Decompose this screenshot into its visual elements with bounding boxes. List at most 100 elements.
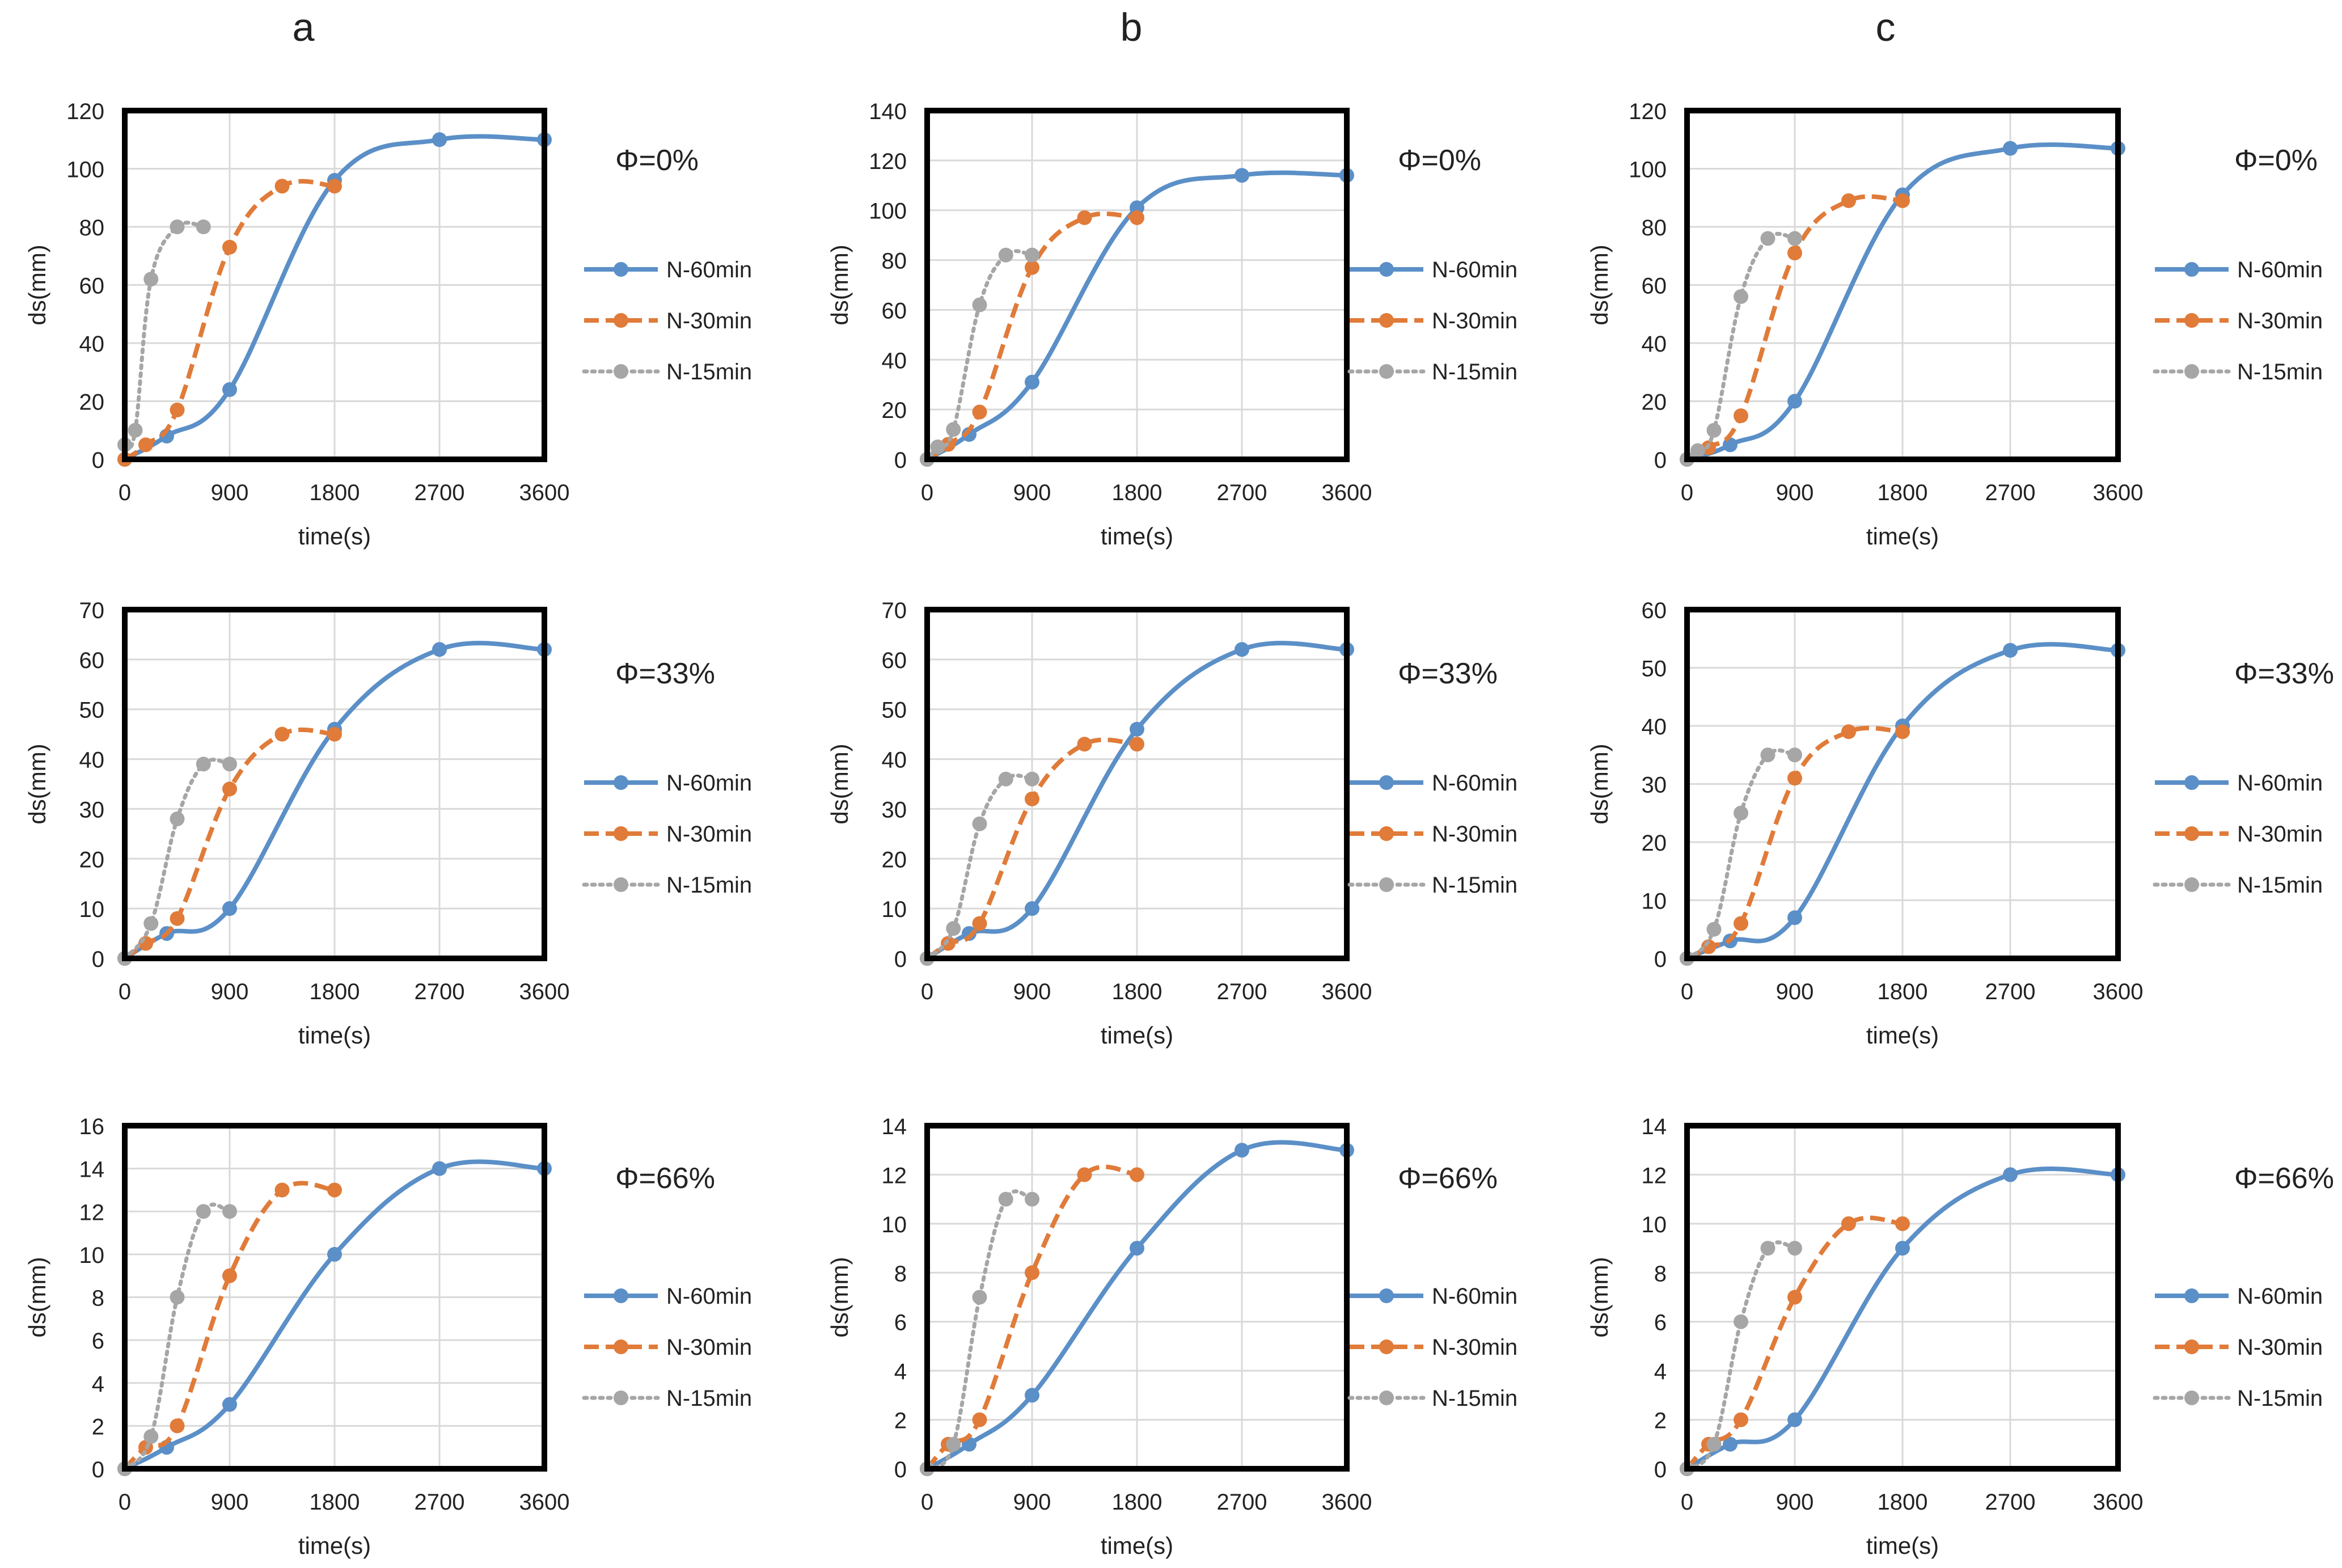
data-point <box>138 437 153 453</box>
y-axis-label: ds(mm) <box>826 244 853 325</box>
y-tick-label: 30 <box>79 797 105 822</box>
data-point <box>327 1182 342 1198</box>
gridlines <box>1687 610 2118 958</box>
series-line <box>122 221 206 450</box>
series-line <box>925 1189 1034 1471</box>
chart-c-2: 0 10 20 30 40 50 60 0 900 1800 2700 3600 time(s) ds(m… <box>1586 598 2334 1049</box>
y-tick-label: 4 <box>894 1359 907 1384</box>
legend-marker-n-15min <box>1379 364 1394 379</box>
data-point <box>1706 922 1722 937</box>
y-tick-label: 10 <box>79 897 105 922</box>
y-tick-label: 8 <box>1654 1261 1667 1286</box>
data-point <box>1130 210 1144 225</box>
legend-marker-n-60min <box>1379 775 1394 790</box>
y-tick-label: 50 <box>1642 657 1667 682</box>
data-point <box>170 219 185 234</box>
data-point <box>1895 724 1910 739</box>
legend-marker-n-15min <box>614 1391 628 1405</box>
phi-annotation: Φ=33% <box>615 657 715 690</box>
data-point <box>170 911 185 926</box>
x-tick-label: 0 <box>1681 1490 1693 1515</box>
data-point <box>170 812 185 826</box>
legend-label-n-60min: N-60min <box>666 1284 752 1309</box>
legend-marker-n-30min <box>1379 1339 1394 1354</box>
y-tick-label: 12 <box>882 1163 907 1188</box>
x-tick-label: 900 <box>1013 1490 1051 1515</box>
y-tick-label: 120 <box>869 149 907 174</box>
x-tick-label: 1800 <box>1878 1490 1928 1515</box>
y-tick-label: 10 <box>1642 1212 1667 1237</box>
phi-annotation: Φ=33% <box>2234 657 2334 690</box>
legend-label-n-15min: N-15min <box>666 873 752 898</box>
x-tick-label: 0 <box>921 480 933 505</box>
series-n-30min <box>117 179 342 467</box>
phi-annotation: Φ=0% <box>615 144 699 177</box>
y-tick-label: 40 <box>882 748 907 773</box>
x-tick-label: 0 <box>1681 979 1693 1004</box>
x-tick-label: 1800 <box>1112 1490 1162 1515</box>
x-tick-label: 2700 <box>1985 979 2036 1004</box>
data-point <box>1734 805 1748 821</box>
legend-label-n-15min: N-15min <box>2237 1386 2323 1411</box>
x-tick-label: 2700 <box>1217 480 1267 505</box>
legend-marker-n-60min <box>614 262 628 277</box>
y-tick-label: 8 <box>92 1286 104 1311</box>
data-point <box>274 179 290 194</box>
x-axis-label: time(s) <box>1101 1022 1173 1049</box>
x-tick-label: 3600 <box>519 979 570 1004</box>
x-tick-label: 1800 <box>310 979 360 1004</box>
x-tick-label: 3600 <box>2093 480 2144 505</box>
x-axis-label: time(s) <box>298 523 371 550</box>
legend-label-n-30min: N-30min <box>2237 822 2323 847</box>
data-point <box>1734 1412 1748 1427</box>
y-axis-label: ds(mm) <box>24 244 50 325</box>
data-point <box>1734 289 1748 304</box>
legend-label-n-15min: N-15min <box>1432 360 1517 384</box>
legend-label-n-30min: N-30min <box>1432 308 1517 333</box>
legend: N-60min N-30min N-15min <box>1347 771 1517 898</box>
data-point <box>222 1268 237 1283</box>
data-point <box>2003 643 2018 658</box>
x-axis-label: time(s) <box>298 1022 371 1049</box>
y-tick-label: 40 <box>882 348 907 373</box>
data-point <box>1025 1265 1039 1280</box>
data-point <box>1130 1167 1144 1182</box>
y-tick-label: 10 <box>882 897 907 922</box>
gridlines <box>927 1126 1347 1469</box>
data-point <box>1787 394 1802 409</box>
data-point <box>1706 1436 1722 1452</box>
x-tick-label: 0 <box>119 480 131 505</box>
data-point <box>1734 916 1748 931</box>
data-point <box>1760 1241 1775 1256</box>
x-tick-label: 1800 <box>1112 480 1162 505</box>
y-tick-label: 0 <box>1654 1457 1667 1482</box>
data-point <box>962 427 976 442</box>
gridlines <box>125 111 544 459</box>
gridlines <box>1687 1126 2118 1469</box>
y-tick-label: 30 <box>1642 773 1667 798</box>
chart-b-2: 0 10 20 30 40 50 60 70 0 900 1800 2700 3600 time(s) ds… <box>826 598 1517 1049</box>
y-tick-label: 70 <box>79 598 105 623</box>
y-axis-label: ds(mm) <box>826 743 853 824</box>
plot-frame <box>122 108 547 462</box>
legend-marker-n-30min <box>2184 826 2199 841</box>
y-tick-label: 14 <box>1642 1114 1667 1139</box>
x-axis-label: time(s) <box>1101 523 1173 550</box>
series-n-15min <box>920 247 1039 467</box>
y-tick-label: 60 <box>79 648 105 673</box>
data-point <box>222 1204 237 1219</box>
data-point <box>1760 747 1775 763</box>
legend-marker-n-60min <box>1379 1288 1394 1303</box>
series-n-60min <box>117 1159 552 1476</box>
y-tick-label: 40 <box>1642 332 1667 357</box>
plot-frame <box>924 1123 1350 1472</box>
y-tick-label: 0 <box>92 1457 104 1482</box>
series-n-15min <box>1680 747 1802 966</box>
data-point <box>170 402 185 417</box>
x-tick-label: 1800 <box>1878 979 1928 1004</box>
y-tick-label: 40 <box>79 748 105 773</box>
data-point <box>1760 231 1775 246</box>
column-label-c: c <box>1876 5 1896 49</box>
data-point <box>222 901 237 916</box>
legend-marker-n-60min <box>1379 262 1394 277</box>
